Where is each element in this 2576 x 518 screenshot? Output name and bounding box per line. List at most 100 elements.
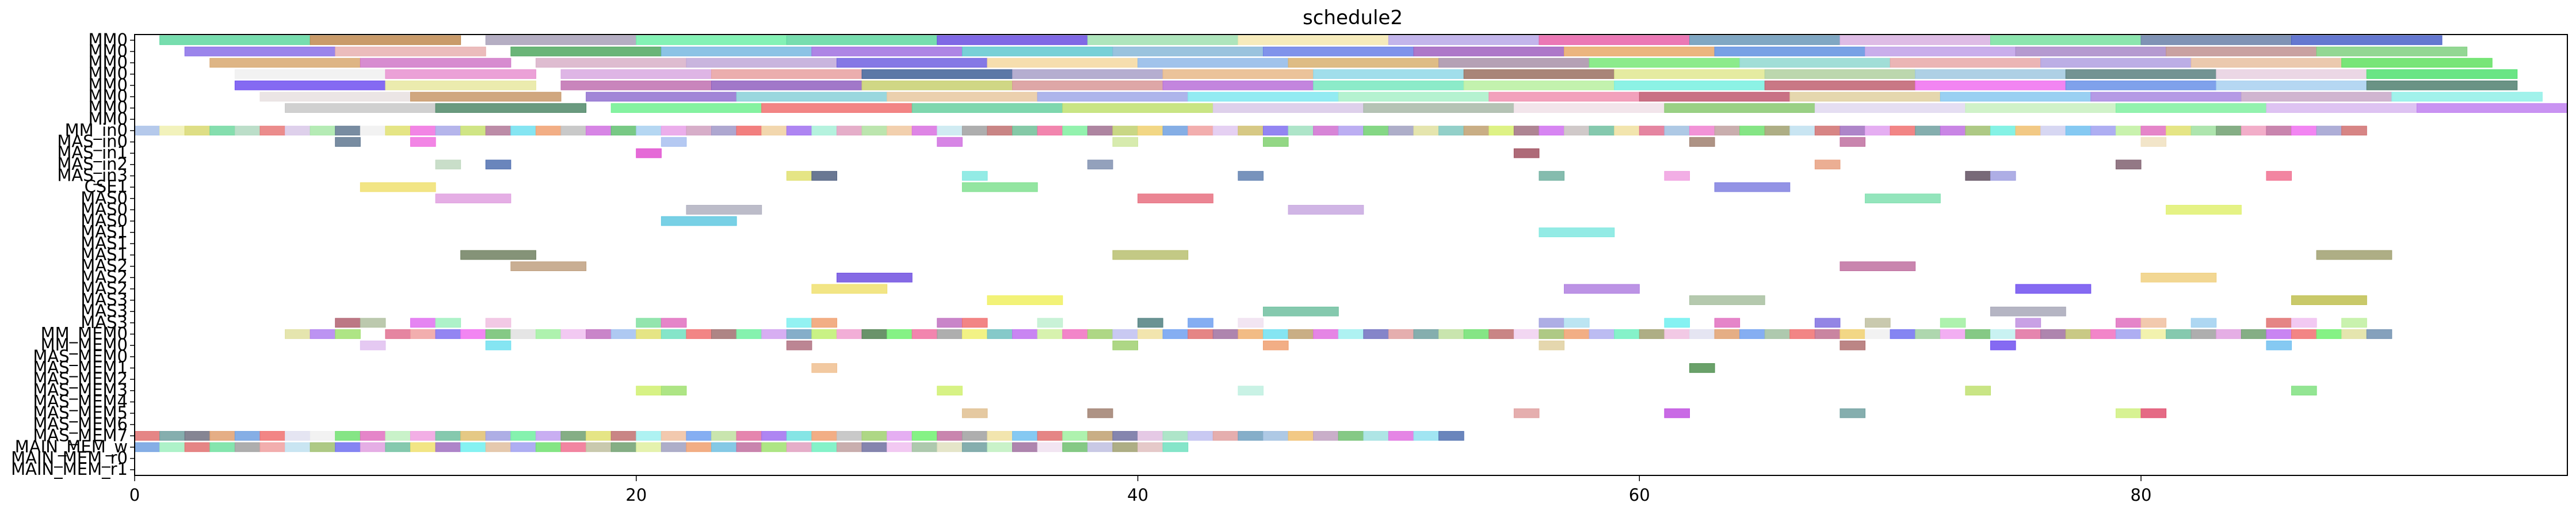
task-bar [610,103,762,113]
task-bar [2291,295,2367,305]
task-bar [485,340,512,351]
task-bar [460,250,536,260]
task-bar [360,58,512,68]
task-bar [1940,318,1966,328]
task-bar [410,92,562,102]
y-tick-label: MM0 [89,52,128,72]
task-bar [1112,431,1139,441]
task-bar [887,92,1038,102]
task-bar [586,431,612,441]
task-bar [1865,318,1891,328]
task-bar [937,318,963,328]
task-bar [861,329,888,339]
task-bar [460,125,486,136]
task-bar [560,125,587,136]
task-bar [410,431,436,441]
y-tick-label: MM0 [89,64,128,83]
task-bar [1689,363,1715,373]
task-bar [385,81,536,90]
task-bar [1589,329,1615,339]
y-axis-ticks: MM0MM0MM0MM0MM0MM0MM0MM0MM_in0MAS_in0MAS… [11,30,135,479]
task-bar [1212,329,1239,339]
task-bar [485,159,512,170]
task-bar [435,318,461,328]
task-bar [811,125,837,136]
task-bar [937,431,963,441]
task-bar [761,103,913,113]
task-bar [711,125,737,136]
task-bar [887,431,913,441]
task-bar [987,295,1063,305]
task-bar [1513,148,1540,158]
y-tick-label: MAS0 [81,211,128,230]
task-bar [360,182,436,192]
task-bar [1965,171,1991,181]
task-bar [1162,442,1189,452]
task-bar [2090,125,2116,136]
task-bar [510,442,536,452]
task-bar [2015,318,2041,328]
y-tick-label: MAS3 [81,290,128,310]
task-bar [1714,182,1791,192]
task-bar [1539,227,1615,238]
task-bar [987,442,1013,452]
task-bar [2190,58,2342,68]
task-bar [1940,329,1966,339]
task-bar [310,125,336,136]
task-bar [1212,431,1239,441]
y-tick-label: MAS_MEM4 [33,391,128,411]
task-bar [2115,159,2142,170]
task-bar [1238,386,1264,396]
task-bar [1990,35,2142,45]
task-bar [1062,431,1088,441]
task-bar [1463,69,1615,79]
task-bar [911,431,938,441]
task-bar [1890,58,2041,68]
task-bar [961,171,988,181]
task-bar [560,329,587,339]
task-bar [1363,431,1389,441]
task-bar [1012,442,1038,452]
task-bar [460,329,486,339]
y-tick-label: MM0 [89,30,128,49]
task-bar [961,442,988,452]
task-bar [1112,137,1139,147]
task-bar [1313,69,1464,79]
task-bar [1162,329,1189,339]
task-bar [786,442,812,452]
x-axis-ticks: 0 20 40 60 80 [129,475,2151,505]
task-bar [1388,329,1414,339]
task-bar [1338,125,1364,136]
task-bar [234,69,386,79]
task-bar [134,442,161,452]
task-bar [786,125,812,136]
task-bar [911,442,938,452]
task-bar [1965,386,1991,396]
task-bar [1689,137,1715,147]
task-bar [1087,329,1113,339]
task-bar [485,431,512,441]
task-bar [1037,318,1063,328]
task-bar [661,125,687,136]
task-bar [1238,125,1264,136]
task-bar [836,431,863,441]
task-bar [2166,329,2192,339]
task-bar [736,92,888,102]
task-bar [2216,329,2242,339]
task-bar [1865,329,1891,339]
task-bar [435,431,461,441]
task-bar [259,92,411,102]
task-bar [1840,340,1866,351]
task-bar [510,329,536,339]
task-bar [1890,329,1916,339]
task-bar [661,318,687,328]
task-bar [961,431,988,441]
task-bar [1589,125,1615,136]
task-bar [435,442,461,452]
task-bar [1012,329,1038,339]
task-bar [2266,171,2292,181]
task-bars [134,35,2568,452]
task-bar [460,442,486,452]
task-bar [510,431,536,441]
task-bar [987,329,1013,339]
